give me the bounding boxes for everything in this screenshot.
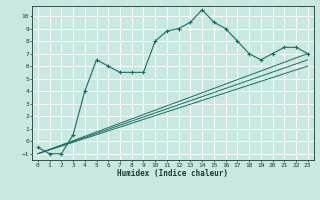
- X-axis label: Humidex (Indice chaleur): Humidex (Indice chaleur): [117, 169, 228, 178]
